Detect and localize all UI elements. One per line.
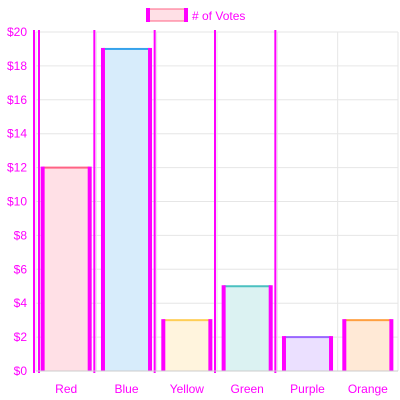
x-tick-label: Green (230, 382, 263, 396)
x-tick-label: Blue (114, 382, 138, 396)
y-tick-label: $12 (7, 161, 27, 175)
legend-swatch-left-edge (146, 8, 150, 22)
y-axis-line (33, 30, 35, 373)
bar[interactable] (42, 167, 90, 371)
y-tick-label: $10 (7, 195, 27, 209)
bar-left-edge (40, 166, 45, 371)
bar-right-edge (87, 166, 92, 371)
grid-lines (35, 30, 399, 373)
bar-left-edge (161, 319, 166, 371)
x-axis: Red Blue Yellow Green Purple Orange (36, 370, 398, 396)
bar[interactable] (163, 320, 211, 371)
bars (40, 47, 394, 371)
bar[interactable] (223, 286, 271, 371)
category-divider-line (153, 30, 156, 373)
bar[interactable] (283, 337, 332, 371)
y-tick-label: $16 (7, 93, 27, 107)
category-divider-line (214, 30, 216, 373)
bar-left-edge (221, 285, 226, 371)
category-divider-line (93, 30, 96, 373)
x-tick-label: Purple (290, 382, 325, 396)
legend-label[interactable]: # of Votes (192, 9, 245, 23)
bar-left-edge (100, 47, 105, 371)
legend-swatch[interactable] (146, 8, 188, 22)
bar-right-edge (148, 47, 153, 371)
bar-top-border (163, 319, 211, 322)
y-tick-label: $20 (7, 25, 27, 39)
x-tick-label: Red (55, 382, 77, 396)
bar-top-border (42, 166, 90, 169)
y-tick-label: $6 (14, 262, 28, 276)
x-tick-label: Yellow (170, 382, 205, 396)
x-tick-label: Orange (348, 382, 388, 396)
y-tick-label: $8 (14, 228, 28, 242)
bar-left-edge (342, 319, 347, 371)
y-tick-label: $2 (14, 330, 28, 344)
bar-top-border (344, 319, 392, 322)
y-axis-line (38, 30, 40, 373)
legend-swatch-right-edge (184, 8, 188, 22)
bar-top-border (283, 336, 332, 339)
bar-top-border (102, 47, 151, 50)
bar[interactable] (344, 320, 392, 371)
y-tick-label: $4 (14, 296, 28, 310)
y-tick-label: $0 (14, 364, 28, 378)
bar-right-edge (329, 336, 334, 371)
y-tick-label: $18 (7, 59, 27, 73)
y-axis: $0 $2 $4 $6 $8 $10 $12 $14 $16 $18 $20 (7, 25, 40, 378)
bar-top-border (223, 285, 271, 288)
bar-left-edge (281, 336, 286, 371)
bar-right-edge (389, 319, 394, 371)
y-tick-label: $14 (7, 127, 27, 141)
bar-right-edge (268, 285, 273, 371)
bar[interactable] (102, 48, 151, 371)
legend[interactable]: # of Votes (146, 8, 245, 23)
category-divider-line (274, 30, 277, 373)
bar-right-edge (208, 319, 213, 371)
